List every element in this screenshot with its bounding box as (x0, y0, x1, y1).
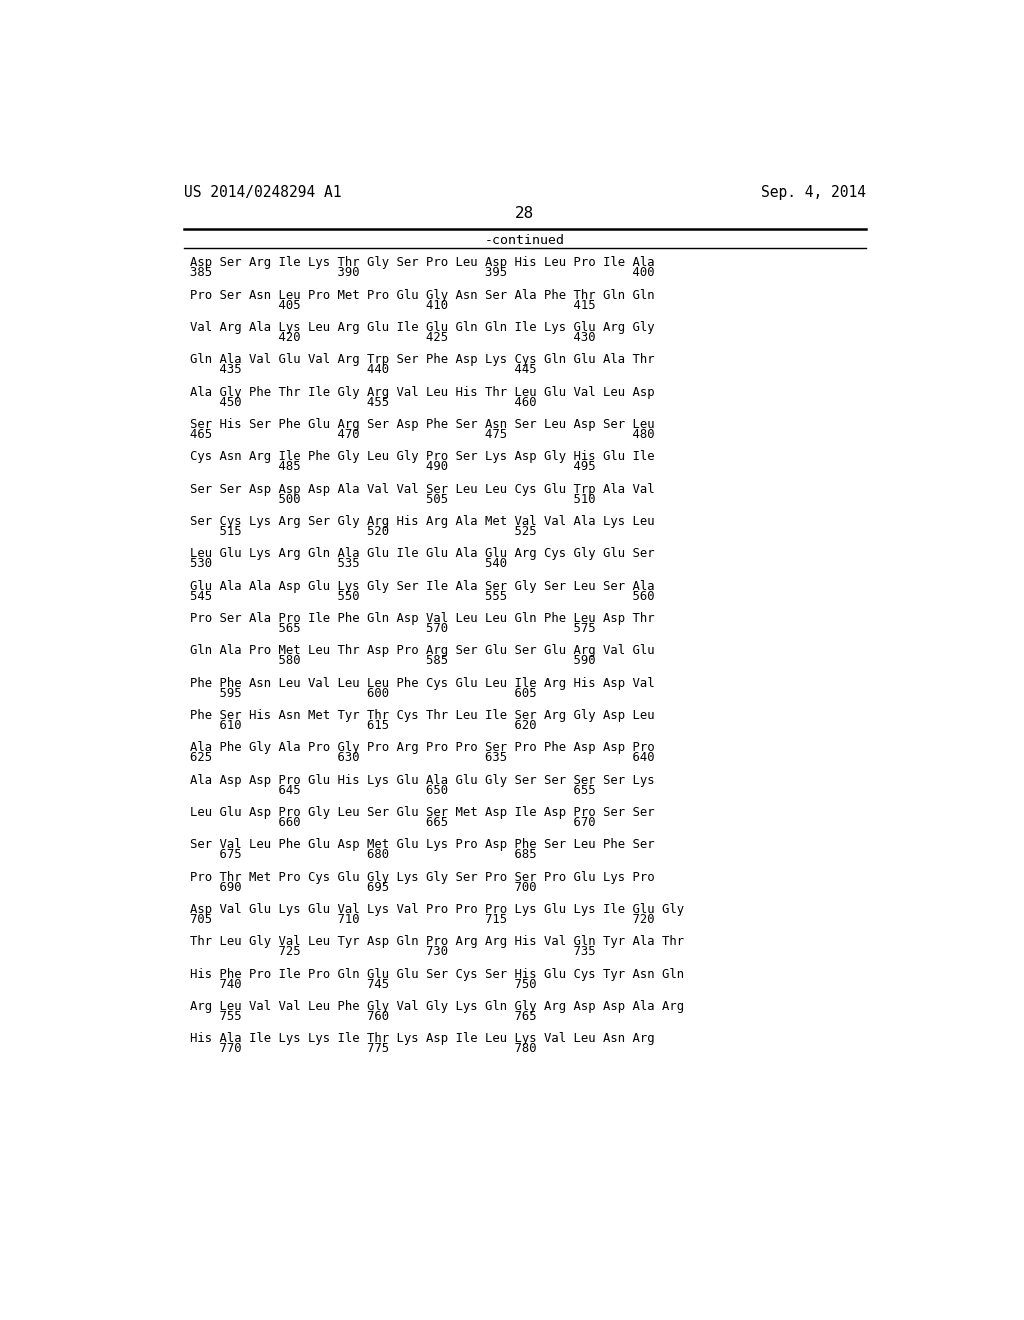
Text: -continued: -continued (484, 234, 565, 247)
Text: Ser Cys Lys Arg Ser Gly Arg His Arg Ala Met Val Val Ala Lys Leu: Ser Cys Lys Arg Ser Gly Arg His Arg Ala … (190, 515, 654, 528)
Text: 485                 490                 495: 485 490 495 (190, 461, 596, 474)
Text: Sep. 4, 2014: Sep. 4, 2014 (761, 185, 866, 201)
Text: Ser Ser Asp Asp Asp Ala Val Val Ser Leu Leu Cys Glu Trp Ala Val: Ser Ser Asp Asp Asp Ala Val Val Ser Leu … (190, 483, 654, 495)
Text: Glu Ala Ala Asp Glu Lys Gly Ser Ile Ala Ser Gly Ser Leu Ser Ala: Glu Ala Ala Asp Glu Lys Gly Ser Ile Ala … (190, 579, 654, 593)
Text: Thr Leu Gly Val Leu Tyr Asp Gln Pro Arg Arg His Val Gln Tyr Ala Thr: Thr Leu Gly Val Leu Tyr Asp Gln Pro Arg … (190, 936, 684, 948)
Text: 420                 425                 430: 420 425 430 (190, 331, 596, 345)
Text: 755                 760                 765: 755 760 765 (190, 1010, 537, 1023)
Text: Ala Phe Gly Ala Pro Gly Pro Arg Pro Pro Ser Pro Phe Asp Asp Pro: Ala Phe Gly Ala Pro Gly Pro Arg Pro Pro … (190, 742, 654, 754)
Text: Pro Thr Met Pro Cys Glu Gly Lys Gly Ser Pro Ser Pro Glu Lys Pro: Pro Thr Met Pro Cys Glu Gly Lys Gly Ser … (190, 871, 654, 883)
Text: Gln Ala Pro Met Leu Thr Asp Pro Arg Ser Glu Ser Glu Arg Val Glu: Gln Ala Pro Met Leu Thr Asp Pro Arg Ser … (190, 644, 654, 657)
Text: Phe Phe Asn Leu Val Leu Leu Phe Cys Glu Leu Ile Arg His Asp Val: Phe Phe Asn Leu Val Leu Leu Phe Cys Glu … (190, 677, 654, 689)
Text: 385                 390                 395                 400: 385 390 395 400 (190, 267, 654, 280)
Text: Leu Glu Asp Pro Gly Leu Ser Glu Ser Met Asp Ile Asp Pro Ser Ser: Leu Glu Asp Pro Gly Leu Ser Glu Ser Met … (190, 807, 654, 818)
Text: 770                 775                 780: 770 775 780 (190, 1043, 537, 1056)
Text: Cys Asn Arg Ile Phe Gly Leu Gly Pro Ser Lys Asp Gly His Glu Ile: Cys Asn Arg Ile Phe Gly Leu Gly Pro Ser … (190, 450, 654, 463)
Text: Arg Leu Val Val Leu Phe Gly Val Gly Lys Gln Gly Arg Asp Asp Ala Arg: Arg Leu Val Val Leu Phe Gly Val Gly Lys … (190, 1001, 684, 1012)
Text: Ser Val Leu Phe Glu Asp Met Glu Lys Pro Asp Phe Ser Leu Phe Ser: Ser Val Leu Phe Glu Asp Met Glu Lys Pro … (190, 838, 654, 851)
Text: 740                 745                 750: 740 745 750 (190, 978, 537, 991)
Text: 675                 680                 685: 675 680 685 (190, 849, 537, 862)
Text: 595                 600                 605: 595 600 605 (190, 686, 537, 700)
Text: 725                 730                 735: 725 730 735 (190, 945, 596, 958)
Text: US 2014/0248294 A1: US 2014/0248294 A1 (183, 185, 341, 201)
Text: 450                 455                 460: 450 455 460 (190, 396, 537, 409)
Text: Pro Ser Asn Leu Pro Met Pro Glu Gly Asn Ser Ala Phe Thr Gln Gln: Pro Ser Asn Leu Pro Met Pro Glu Gly Asn … (190, 289, 654, 301)
Text: 28: 28 (515, 206, 535, 222)
Text: His Phe Pro Ile Pro Gln Glu Glu Ser Cys Ser His Glu Cys Tyr Asn Gln: His Phe Pro Ile Pro Gln Glu Glu Ser Cys … (190, 968, 684, 981)
Text: 610                 615                 620: 610 615 620 (190, 719, 537, 733)
Text: Asp Val Glu Lys Glu Val Lys Val Pro Pro Pro Lys Glu Lys Ile Glu Gly: Asp Val Glu Lys Glu Val Lys Val Pro Pro … (190, 903, 684, 916)
Text: Ala Gly Phe Thr Ile Gly Arg Val Leu His Thr Leu Glu Val Leu Asp: Ala Gly Phe Thr Ile Gly Arg Val Leu His … (190, 385, 654, 399)
Text: Phe Ser His Asn Met Tyr Thr Cys Thr Leu Ile Ser Arg Gly Asp Leu: Phe Ser His Asn Met Tyr Thr Cys Thr Leu … (190, 709, 654, 722)
Text: 625                 630                 635                 640: 625 630 635 640 (190, 751, 654, 764)
Text: 580                 585                 590: 580 585 590 (190, 655, 596, 668)
Text: 705                 710                 715                 720: 705 710 715 720 (190, 913, 654, 927)
Text: 565                 570                 575: 565 570 575 (190, 622, 596, 635)
Text: Asp Ser Arg Ile Lys Thr Gly Ser Pro Leu Asp His Leu Pro Ile Ala: Asp Ser Arg Ile Lys Thr Gly Ser Pro Leu … (190, 256, 654, 269)
Text: 645                 650                 655: 645 650 655 (190, 784, 596, 797)
Text: 660                 665                 670: 660 665 670 (190, 816, 596, 829)
Text: 405                 410                 415: 405 410 415 (190, 298, 596, 312)
Text: 465                 470                 475                 480: 465 470 475 480 (190, 428, 654, 441)
Text: Val Arg Ala Lys Leu Arg Glu Ile Glu Gln Gln Ile Lys Glu Arg Gly: Val Arg Ala Lys Leu Arg Glu Ile Glu Gln … (190, 321, 654, 334)
Text: Pro Ser Ala Pro Ile Phe Gln Asp Val Leu Leu Gln Phe Leu Asp Thr: Pro Ser Ala Pro Ile Phe Gln Asp Val Leu … (190, 612, 654, 624)
Text: 515                 520                 525: 515 520 525 (190, 525, 537, 539)
Text: 500                 505                 510: 500 505 510 (190, 492, 596, 506)
Text: Gln Ala Val Glu Val Arg Trp Ser Phe Asp Lys Cys Gln Glu Ala Thr: Gln Ala Val Glu Val Arg Trp Ser Phe Asp … (190, 354, 654, 366)
Text: 435                 440                 445: 435 440 445 (190, 363, 537, 376)
Text: 545                 550                 555                 560: 545 550 555 560 (190, 590, 654, 603)
Text: Leu Glu Lys Arg Gln Ala Glu Ile Glu Ala Glu Arg Cys Gly Glu Ser: Leu Glu Lys Arg Gln Ala Glu Ile Glu Ala … (190, 548, 654, 560)
Text: Ser His Ser Phe Glu Arg Ser Asp Phe Ser Asn Ser Leu Asp Ser Leu: Ser His Ser Phe Glu Arg Ser Asp Phe Ser … (190, 418, 654, 430)
Text: 530                 535                 540: 530 535 540 (190, 557, 507, 570)
Text: 690                 695                 700: 690 695 700 (190, 880, 537, 894)
Text: Ala Asp Asp Pro Glu His Lys Glu Ala Glu Gly Ser Ser Ser Ser Lys: Ala Asp Asp Pro Glu His Lys Glu Ala Glu … (190, 774, 654, 787)
Text: His Ala Ile Lys Lys Ile Thr Lys Asp Ile Leu Lys Val Leu Asn Arg: His Ala Ile Lys Lys Ile Thr Lys Asp Ile … (190, 1032, 654, 1045)
